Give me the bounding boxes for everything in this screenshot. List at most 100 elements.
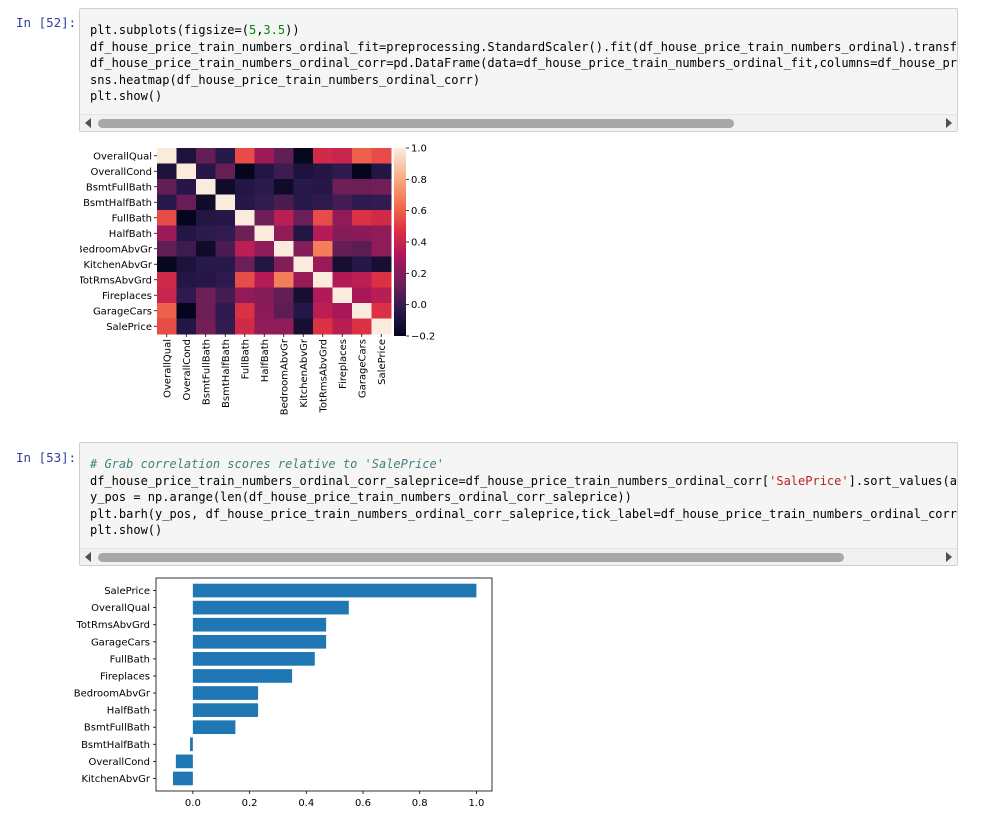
heatmap-cell <box>352 287 372 304</box>
code-editor[interactable]: # Grab correlation scores relative to 'S… <box>90 456 957 539</box>
heatmap-cell <box>332 303 353 319</box>
heatmap-cell <box>157 148 177 164</box>
heatmap-cell <box>157 256 177 273</box>
heatmap-cell <box>215 318 236 335</box>
code-token: 'SalePrice' <box>769 473 849 488</box>
bar <box>175 754 193 769</box>
heatmap-cell <box>332 241 353 257</box>
colorbar <box>394 148 406 336</box>
heatmap-cell <box>313 303 333 319</box>
code-line: # Grab correlation scores relative to 'S… <box>90 456 957 473</box>
heatmap-cell <box>274 256 294 273</box>
heatmap-cell <box>274 148 294 164</box>
code-cell[interactable]: plt.subplots(figsize=(5,3.5)) df_house_pr… <box>79 8 958 132</box>
y-tick-label: TotRmsAbvGrd <box>80 275 152 286</box>
y-tick-label: TotRmsAbvGrd <box>76 620 151 631</box>
heatmap-cell <box>157 241 177 257</box>
heatmap-cell <box>235 303 255 319</box>
x-tick-label: BsmtFullBath <box>201 339 212 405</box>
y-tick-label: OverallQual <box>91 603 150 614</box>
x-tick-label: BsmtHalfBath <box>221 339 232 408</box>
code-token: plt.show() <box>90 89 163 104</box>
heatmap-cell <box>235 148 255 164</box>
heatmap-cell <box>215 287 236 304</box>
barh-output: SalePrice OverallQual TotRmsAbvGrd GarageCa… <box>74 577 493 809</box>
heatmap-cell <box>215 225 236 242</box>
scrollbar-thumb[interactable] <box>98 119 734 128</box>
heatmap-cell <box>313 241 333 257</box>
code-line: plt.subplots(figsize=(5,3.5)) <box>90 22 957 39</box>
heatmap-cell <box>313 318 333 335</box>
bar <box>192 634 327 649</box>
heatmap-cell <box>196 287 216 304</box>
heatmap-cell <box>235 241 255 257</box>
x-tick-label: BedroomAbvGr <box>279 338 290 415</box>
heatmap-cell <box>371 241 392 257</box>
x-tick-label: SalePrice <box>377 339 388 385</box>
x-tick-label: 0.8 <box>412 798 428 809</box>
scroll-left-icon[interactable] <box>85 118 91 128</box>
heatmap-cell <box>254 318 275 335</box>
colorbar-tick-label: 1.0 <box>411 144 427 155</box>
heatmap-cell <box>254 256 275 273</box>
heatmap-cell <box>254 287 275 304</box>
heatmap-cell <box>254 241 275 257</box>
code-line: df_house_price_train_numbers_ordinal_cor… <box>90 55 957 72</box>
colorbar-tick-label: 0.4 <box>411 238 427 249</box>
heatmap-cell <box>274 194 294 211</box>
heatmap-cell <box>293 318 314 335</box>
heatmap-cell <box>196 148 216 164</box>
x-tick-label: FullBath <box>240 339 251 379</box>
heatmap-cell <box>196 256 216 273</box>
y-tick-label: KitchenAbvGr <box>83 260 152 271</box>
heatmap-cell <box>371 256 392 273</box>
horizontal-scrollbar[interactable] <box>80 114 957 131</box>
heatmap-cell <box>254 303 275 319</box>
code-token: y_pos = np.arange(len(df_house_price_tra… <box>90 490 632 505</box>
heatmap-cell <box>157 179 177 195</box>
code-line: df_house_price_train_numbers_ordinal_cor… <box>90 473 957 490</box>
heatmap-cell <box>176 241 197 257</box>
y-tick-label: BedroomAbvGr <box>74 689 151 700</box>
heatmap-cell <box>235 210 255 226</box>
scroll-right-icon[interactable] <box>946 552 952 562</box>
heatmap-cell <box>293 225 314 242</box>
horizontal-scrollbar[interactable] <box>80 548 957 565</box>
heatmap-cell <box>332 256 353 273</box>
heatmap-cell <box>274 318 294 335</box>
heatmap-cell <box>371 148 392 164</box>
heatmap-cell <box>215 210 236 226</box>
heatmap-cell <box>215 163 236 180</box>
code-token: # Grab correlation scores relative to 'S… <box>90 457 445 471</box>
cell-prompt: In [53]: <box>16 450 77 465</box>
scroll-right-icon[interactable] <box>946 118 952 128</box>
heatmap-cell <box>274 303 294 319</box>
code-line: plt.show() <box>90 522 957 539</box>
heatmap-cell <box>274 241 294 257</box>
y-tick-label: Fireplaces <box>100 671 150 682</box>
colorbar-tick-label: 0.0 <box>411 300 427 311</box>
code-token: ].sort_values(asc <box>848 473 957 488</box>
heatmap-cell <box>293 272 314 288</box>
heatmap-cell <box>176 272 197 288</box>
heatmap-cell <box>235 194 255 211</box>
heatmap-cell <box>215 241 236 257</box>
code-token: df_house_price_train_numbers_ordinal_fit… <box>90 39 957 54</box>
scrollbar-thumb[interactable] <box>98 553 844 562</box>
heatmap-cell <box>313 225 333 242</box>
code-cell[interactable]: # Grab correlation scores relative to 'S… <box>79 442 958 566</box>
heatmap-cell <box>293 148 314 164</box>
bar <box>192 686 259 700</box>
heatmap-cell <box>371 210 392 226</box>
heatmap-cell <box>215 148 236 164</box>
heatmap-cell <box>235 287 255 304</box>
code-editor[interactable]: plt.subplots(figsize=(5,3.5)) df_house_pr… <box>90 22 957 105</box>
heatmap-cell <box>254 148 275 164</box>
heatmap-cell <box>352 303 372 319</box>
x-tick-label: OverallQual <box>162 339 173 398</box>
code-token: sns.heatmap(df_house_price_train_numbers… <box>90 72 481 87</box>
heatmap-cell <box>352 194 372 211</box>
colorbar-tick-label: 0.8 <box>411 175 427 186</box>
heatmap-cell <box>157 287 177 304</box>
scroll-left-icon[interactable] <box>85 552 91 562</box>
